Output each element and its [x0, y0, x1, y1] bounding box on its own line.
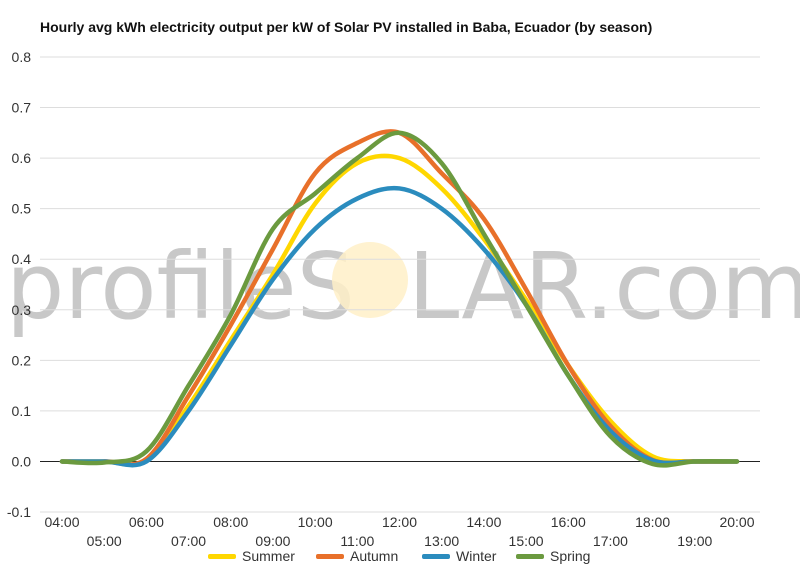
chart-title: Hourly avg kWh electricity output per kW…: [40, 19, 653, 35]
watermark: profileS LAR.com: [6, 233, 800, 340]
y-tick-label: 0.5: [12, 201, 32, 217]
x-tick-label: 15:00: [509, 533, 544, 549]
y-tick-label: 0.0: [12, 453, 32, 469]
x-tick-label: 10:00: [298, 514, 333, 530]
legend-swatch: [316, 553, 344, 559]
series-line-spring: [59, 130, 740, 468]
x-tick-label: 17:00: [593, 533, 628, 549]
series-lines: [59, 129, 740, 468]
legend-item-autumn: Autumn: [316, 548, 398, 564]
legend-swatch: [516, 553, 544, 559]
y-tick-label: -0.1: [7, 504, 31, 520]
x-tick-label: 14:00: [466, 514, 501, 530]
y-axis-ticks: -0.1 0.0 0.1 0.2 0.3 0.4 0.5 0.6 0.7 0.8: [7, 49, 31, 520]
legend-item-winter: Winter: [422, 548, 496, 564]
x-tick-label: 05:00: [87, 533, 122, 549]
legend-label: Autumn: [350, 548, 399, 564]
x-tick-label: 19:00: [677, 533, 712, 549]
y-tick-label: 0.8: [12, 49, 32, 65]
x-axis-ticks: 04:00 05:00 06:00 07:00 08:00 09:00 10:00 11:00…: [44, 514, 754, 549]
legend: Summer Autumn Winter Spring: [0, 548, 800, 568]
x-tick-label: 18:00: [635, 514, 670, 530]
series-line-winter: [59, 185, 740, 468]
x-tick-label: 20:00: [719, 514, 754, 530]
legend-label: Spring: [550, 548, 591, 564]
x-tick-label: 13:00: [424, 533, 459, 549]
y-tick-label: 0.3: [12, 302, 32, 318]
x-tick-label: 09:00: [255, 533, 290, 549]
legend-item-spring: Spring: [516, 548, 590, 564]
legend-label: Summer: [242, 548, 295, 564]
watermark-sun-icon: [332, 242, 408, 318]
legend-swatch: [422, 553, 450, 559]
y-tick-label: 0.7: [12, 100, 32, 116]
legend-swatch: [208, 553, 236, 559]
x-tick-label: 11:00: [340, 533, 374, 549]
series-line-summer: [59, 153, 740, 468]
y-tick-label: 0.1: [12, 403, 32, 419]
watermark-text-right: LAR.com: [408, 233, 800, 340]
x-tick-label: 08:00: [213, 514, 248, 530]
x-tick-label: 07:00: [171, 533, 206, 549]
x-tick-label: 04:00: [44, 514, 79, 530]
x-tick-label: 06:00: [129, 514, 164, 530]
watermark-text-left: profileS: [6, 233, 355, 340]
legend-item-summer: Summer: [208, 548, 295, 564]
x-tick-label: 12:00: [382, 514, 417, 530]
legend-label: Winter: [456, 548, 497, 564]
y-tick-label: 0.2: [12, 352, 32, 368]
grid: [40, 56, 760, 513]
x-tick-label: 16:00: [551, 514, 586, 530]
y-tick-label: 0.4: [12, 251, 32, 267]
y-tick-label: 0.6: [12, 150, 32, 166]
